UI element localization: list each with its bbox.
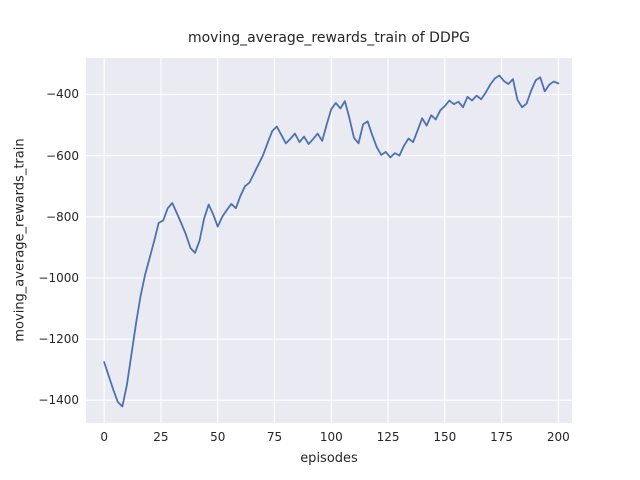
x-tick-label: 150 <box>433 430 457 444</box>
x-tick-label: 50 <box>210 430 226 444</box>
x-tick-label: 125 <box>376 430 400 444</box>
y-axis-label: moving_average_rewards_train <box>12 138 28 342</box>
x-tick-label: 25 <box>153 430 169 444</box>
line-series <box>103 74 560 408</box>
x-tick-label: 75 <box>266 430 283 444</box>
x-tick-label: 175 <box>490 430 514 444</box>
y-tick-label: −400 <box>46 87 79 102</box>
x-axis-label: episodes <box>300 451 358 466</box>
x-tick-label: 0 <box>100 430 108 444</box>
x-tick-label: 100 <box>319 430 343 444</box>
y-tick-label: −600 <box>46 148 79 163</box>
x-tick-label: 200 <box>546 430 570 444</box>
y-tick-label: −1200 <box>38 332 79 347</box>
y-tick-label: −800 <box>46 209 79 224</box>
y-tick-label: −1400 <box>38 393 79 408</box>
axes-background <box>86 58 572 423</box>
y-tick-label: −1000 <box>38 270 79 285</box>
chart-title: moving_average_rewards_train of DDPG <box>187 30 471 46</box>
